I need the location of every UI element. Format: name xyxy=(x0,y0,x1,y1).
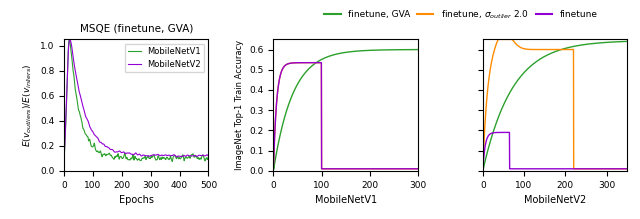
MobileNetV2 xyxy=(173,155,180,158)
MobileNetV1 xyxy=(65,39,73,41)
MobileNetV2 xyxy=(173,155,180,158)
Line: MobileNetV1: MobileNetV1 xyxy=(64,40,209,161)
Legend: MobileNetV1, MobileNetV2: MobileNetV1, MobileNetV2 xyxy=(125,44,204,72)
Line: MobileNetV2: MobileNetV2 xyxy=(64,40,209,157)
MobileNetV2 xyxy=(124,152,132,154)
Title: MSQE (finetune, GVA): MSQE (finetune, GVA) xyxy=(79,23,193,33)
MobileNetV1 xyxy=(75,110,83,112)
X-axis label: MobileNetV2: MobileNetV2 xyxy=(524,195,586,205)
MobileNetV1 xyxy=(60,157,68,160)
MobileNetV1 xyxy=(173,156,180,159)
MobileNetV2 xyxy=(118,151,126,154)
MobileNetV2 xyxy=(60,153,68,156)
MobileNetV1 xyxy=(205,155,212,158)
MobileNetV2 xyxy=(66,39,74,41)
X-axis label: Epochs: Epochs xyxy=(118,195,154,205)
Y-axis label: ImageNet Top-1 Train Accuracy: ImageNet Top-1 Train Accuracy xyxy=(235,40,244,170)
MobileNetV1 xyxy=(168,160,176,163)
MobileNetV1 xyxy=(118,157,126,160)
Legend: finetune, GVA, finetune, $\sigma_{outlier}$ 2.0, finetune: finetune, GVA, finetune, $\sigma_{outlie… xyxy=(321,5,601,24)
MobileNetV1 xyxy=(124,158,132,161)
MobileNetV2 xyxy=(205,154,212,157)
MobileNetV2 xyxy=(159,154,167,157)
MobileNetV2 xyxy=(175,155,183,157)
MobileNetV1 xyxy=(159,157,167,159)
MobileNetV1 xyxy=(175,156,183,159)
MobileNetV2 xyxy=(75,89,83,92)
X-axis label: MobileNetV1: MobileNetV1 xyxy=(314,195,377,205)
Y-axis label: $E(v_{outliers})/E(v_{inliers})$: $E(v_{outliers})/E(v_{inliers})$ xyxy=(22,64,35,147)
